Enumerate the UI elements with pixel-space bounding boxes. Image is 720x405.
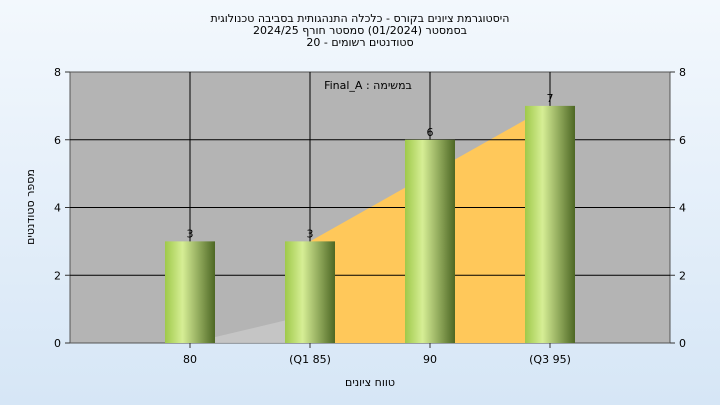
data-label: 3 xyxy=(307,227,314,240)
tick-layer: 0 0 2 2 4 4 6 6 8 8 80 (Q1 85) 90 (Q3 95) xyxy=(54,66,686,366)
data-label: 6 xyxy=(427,126,434,139)
title-line-1: היסטוגרמת ציונים בקורס - כלכלה התנהגותית… xyxy=(211,12,510,25)
y-axis-label: מספר סטודנטים xyxy=(24,169,37,245)
y-tick-label-left: 4 xyxy=(54,202,61,215)
y-tick-label-right: 2 xyxy=(679,269,686,282)
bar xyxy=(405,139,455,343)
title-line-2: בסמסטר (01/2024) סמסטר חורף 2024/25 xyxy=(253,24,467,37)
y-tick-label-left: 0 xyxy=(54,337,61,350)
data-label: 3 xyxy=(187,227,194,240)
x-tick-label: 80 xyxy=(183,353,197,366)
y-tick-label-left: 8 xyxy=(54,66,61,79)
y-tick-label-right: 4 xyxy=(679,202,686,215)
bar xyxy=(525,105,575,343)
y-tick-label-right: 0 xyxy=(679,337,686,350)
x-tick-label: (Q3 95) xyxy=(529,353,571,366)
bar-layer: 3 3 6 7 xyxy=(165,92,575,343)
annotation-label: במשימה : Final_A xyxy=(324,79,412,92)
bar xyxy=(165,241,215,343)
y-tick-label-right: 8 xyxy=(679,66,686,79)
y-tick-label-left: 2 xyxy=(54,269,61,282)
x-axis-label: טווח ציונים xyxy=(345,376,395,389)
title-line-3: סטודנטים רשומים - 20 xyxy=(306,36,413,49)
y-tick-label-right: 6 xyxy=(679,134,686,147)
chart-title: היסטוגרמת ציונים בקורס - כלכלה התנהגותית… xyxy=(211,12,510,49)
x-tick-label: 90 xyxy=(423,353,437,366)
data-label: 7 xyxy=(547,92,554,105)
bar xyxy=(285,241,335,343)
y-tick-label-left: 6 xyxy=(54,134,61,147)
x-tick-label: (Q1 85) xyxy=(289,353,331,366)
